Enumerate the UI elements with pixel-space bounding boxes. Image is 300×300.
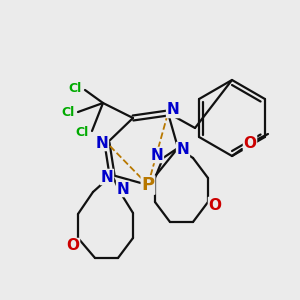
Text: N: N (96, 136, 108, 151)
Text: N: N (167, 103, 179, 118)
Text: N: N (117, 182, 129, 196)
Text: Cl: Cl (68, 82, 82, 94)
Text: O: O (208, 197, 221, 212)
Text: O: O (67, 238, 80, 253)
Text: N: N (151, 148, 164, 163)
Text: N: N (177, 142, 189, 158)
Text: N: N (100, 169, 113, 184)
Text: Cl: Cl (61, 106, 75, 118)
Text: P: P (141, 176, 154, 194)
Text: Cl: Cl (75, 127, 88, 140)
Text: O: O (244, 136, 256, 151)
